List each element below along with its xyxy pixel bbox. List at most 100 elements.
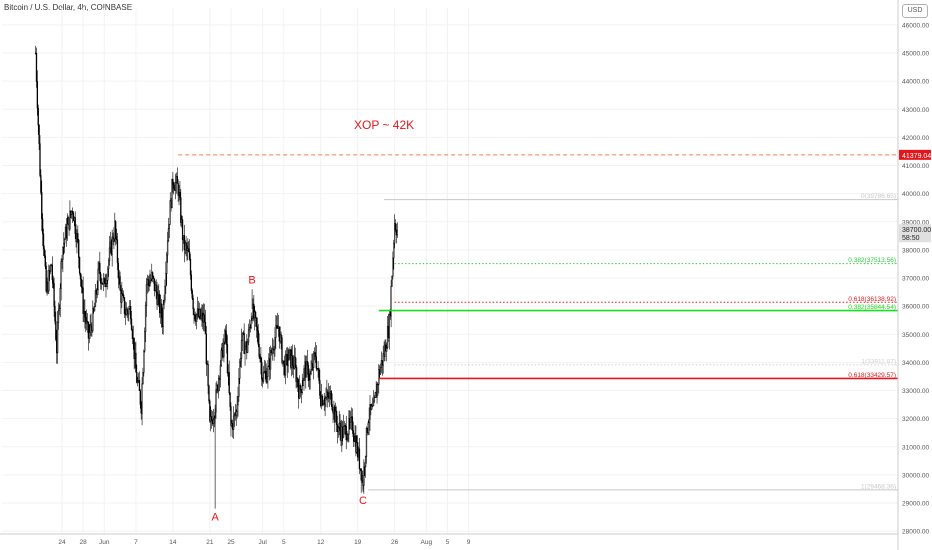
candle-body xyxy=(388,314,391,338)
level-label-fib-0382-lower: 0.382(35844.54) xyxy=(848,304,896,311)
candle-body xyxy=(391,275,393,287)
candle-body xyxy=(188,251,191,260)
candle-body xyxy=(208,385,210,402)
candle-body xyxy=(165,273,167,287)
level-badge xyxy=(899,149,931,160)
candle-body xyxy=(164,285,166,301)
candle-body xyxy=(172,178,174,186)
candle-body xyxy=(85,317,87,324)
candle-body xyxy=(200,315,202,319)
candle-body xyxy=(345,425,347,441)
candle-body xyxy=(207,363,209,387)
candle-body xyxy=(224,330,226,343)
candle-body xyxy=(63,239,66,244)
candle-body xyxy=(250,320,252,328)
y-tick-label: 34000.00 xyxy=(902,360,929,367)
candle-body xyxy=(379,367,382,375)
candles xyxy=(34,45,398,509)
x-tick-label: Aug xyxy=(421,539,433,546)
currency-badge[interactable]: USD xyxy=(902,4,928,18)
candle-body xyxy=(52,279,54,284)
candle-body xyxy=(54,305,56,322)
candle-body xyxy=(183,235,185,251)
candle-body xyxy=(56,322,59,354)
candle-body xyxy=(48,270,50,292)
candle-body xyxy=(373,397,376,402)
candle-body xyxy=(194,314,196,320)
candle-body xyxy=(39,143,41,176)
y-tick-label: 40000.00 xyxy=(902,191,929,198)
candle-body xyxy=(129,306,132,320)
candle-body xyxy=(144,331,146,352)
candle-body xyxy=(360,468,362,481)
candle-body xyxy=(87,322,90,339)
candle-body xyxy=(303,368,305,381)
candle-body xyxy=(185,242,187,247)
last-price-badge xyxy=(899,224,931,243)
candle-body xyxy=(239,358,242,363)
candle-body xyxy=(138,380,141,391)
candle-body xyxy=(174,182,177,191)
candle-body xyxy=(344,425,347,427)
candle-body xyxy=(396,229,398,236)
candle-body xyxy=(369,404,371,420)
candle-body xyxy=(38,124,40,144)
y-tick-label: 45000.00 xyxy=(902,51,929,58)
candle-body xyxy=(205,333,207,365)
candle-body xyxy=(131,329,134,339)
candle-body xyxy=(348,418,350,435)
y-tick-label: 28000.00 xyxy=(902,529,929,536)
candle-body xyxy=(133,337,135,359)
candle-body xyxy=(213,417,215,420)
labels: 0(39786.65) 0.382(37513.56) 0.618(36138.92… xyxy=(211,118,896,524)
candle-body xyxy=(261,361,263,380)
candle-body xyxy=(337,427,339,433)
level-label-fib-0382: 0.382(37513.56) xyxy=(848,257,896,264)
candle-body xyxy=(149,280,151,286)
candle-body xyxy=(141,383,143,414)
candle-body xyxy=(219,364,222,380)
x-tick-label: 25 xyxy=(227,539,235,546)
candle-body xyxy=(195,314,198,322)
candle-body xyxy=(97,268,99,291)
y-tick-label: 31000.00 xyxy=(902,444,929,451)
candle-body xyxy=(358,448,361,469)
candle-body xyxy=(117,262,119,279)
y-tick-label: 44000.00 xyxy=(902,79,929,86)
candle-body xyxy=(160,303,163,318)
candle-body xyxy=(325,396,327,399)
candle-body xyxy=(377,384,379,386)
candle-body xyxy=(162,304,164,327)
candle-body xyxy=(36,81,39,109)
candle-body xyxy=(235,411,237,416)
x-tick-label: 19 xyxy=(354,539,362,546)
candle-body xyxy=(313,353,315,368)
candle-body xyxy=(78,257,81,274)
candle-body xyxy=(251,318,253,321)
candle-body xyxy=(392,257,394,277)
candle-body xyxy=(96,289,98,295)
candle-body xyxy=(53,282,55,307)
candle-body xyxy=(352,430,354,437)
candle-body xyxy=(193,308,195,316)
candle-body xyxy=(40,175,42,193)
y-tick-label: 37000.00 xyxy=(902,276,929,283)
candle-body xyxy=(315,356,317,369)
candle-body xyxy=(249,327,251,329)
candle-body xyxy=(99,262,101,275)
x-tick-label: 12 xyxy=(317,539,325,546)
candle-body xyxy=(163,299,165,305)
candle-body xyxy=(122,294,125,298)
candle-body xyxy=(43,248,46,257)
candle-body xyxy=(275,325,277,338)
x-tick-label: Jun xyxy=(99,539,110,546)
candle-body xyxy=(363,466,365,486)
candle-body xyxy=(228,371,230,393)
candle-body xyxy=(104,278,106,288)
candle-body xyxy=(258,344,260,357)
candle-body xyxy=(390,285,392,317)
countdown-label: 58:50 xyxy=(902,235,920,242)
candle-body xyxy=(339,422,341,431)
pattern-label-B: B xyxy=(248,274,255,286)
